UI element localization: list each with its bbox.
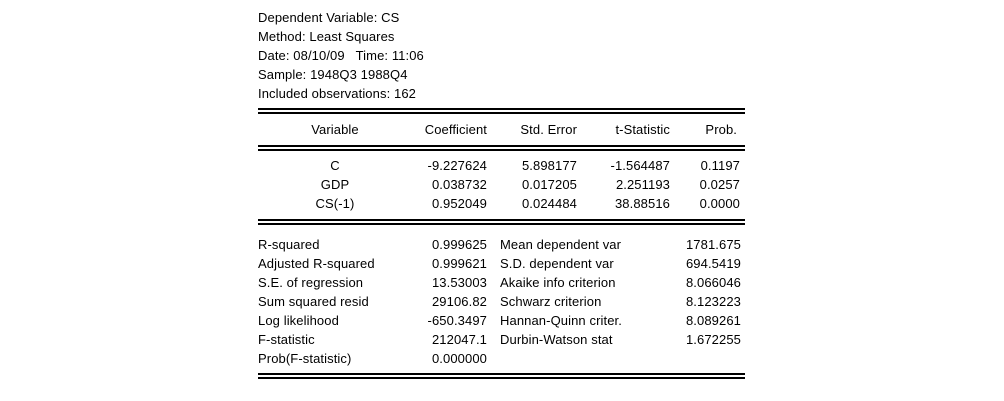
- summary-row: Log likelihood -650.3497 Hannan-Quinn cr…: [258, 311, 745, 330]
- stat-label: Sum squared resid: [258, 294, 369, 309]
- stat-value: 0.999625: [431, 237, 487, 252]
- stat-label: Adjusted R-squared: [258, 256, 375, 271]
- dependent-variable-line: Dependent Variable: CS: [258, 10, 400, 25]
- table-row: GDP 0.038732 0.017205 2.251193 0.0257: [258, 175, 745, 194]
- method-line: Method: Least Squares: [258, 29, 395, 44]
- rule-below-header: [258, 145, 745, 151]
- stat-value: 0.999621: [431, 256, 487, 271]
- summary-row: Sum squared resid 29106.82 Schwarz crite…: [258, 292, 745, 311]
- stat-value: 8.089261: [685, 313, 741, 328]
- summary-row: Prob(F-statistic) 0.000000: [258, 349, 745, 368]
- stat-value: 8.123223: [685, 294, 741, 309]
- stat-label: Akaike info criterion: [500, 275, 616, 290]
- stat-label: R-squared: [258, 237, 320, 252]
- coefficient-cell: -9.227624: [427, 158, 487, 173]
- summary-row: S.E. of regression 13.53003 Akaike info …: [258, 273, 745, 292]
- summary-row: R-squared 0.999625 Mean dependent var 17…: [258, 235, 745, 254]
- rule-below-coefficients: [258, 219, 745, 225]
- stat-label: Durbin-Watson stat: [500, 332, 613, 347]
- t-statistic-cell: 38.88516: [614, 196, 670, 211]
- stat-label: Hannan-Quinn criter.: [500, 313, 622, 328]
- stat-value: 0.000000: [431, 351, 487, 366]
- variable-cell: C: [330, 158, 340, 173]
- stat-label-empty: [500, 349, 668, 368]
- summary-row: F-statistic 212047.1 Durbin-Watson stat …: [258, 330, 745, 349]
- table-row: C -9.227624 5.898177 -1.564487 0.1197: [258, 156, 745, 175]
- summary-statistics: R-squared 0.999625 Mean dependent var 17…: [258, 225, 745, 373]
- t-statistic-cell: 2.251193: [615, 177, 670, 192]
- regression-output: Dependent Variable: CS Method: Least Squ…: [258, 8, 745, 379]
- stat-label: S.E. of regression: [258, 275, 364, 290]
- stat-label: S.D. dependent var: [500, 256, 614, 271]
- rule-bottom: [258, 373, 745, 379]
- col-header-prob: Prob.: [705, 122, 737, 137]
- sample-line: Sample: 1948Q3 1988Q4: [258, 67, 408, 82]
- stat-value: 1.672255: [685, 332, 741, 347]
- coefficient-cell: 0.038732: [431, 177, 487, 192]
- coefficient-cell: 0.952049: [431, 196, 487, 211]
- date-time-line: Date: 08/10/09 Time: 11:06: [258, 48, 424, 63]
- stat-value: 212047.1: [431, 332, 487, 347]
- stat-value-empty: [668, 349, 745, 368]
- report-header: Dependent Variable: CS Method: Least Squ…: [258, 8, 745, 103]
- coef-table-body: C -9.227624 5.898177 -1.564487 0.1197 GD…: [258, 151, 745, 219]
- std-error-cell: 0.017205: [521, 177, 577, 192]
- stat-label: F-statistic: [258, 332, 315, 347]
- stat-value: 1781.675: [685, 237, 741, 252]
- table-row: CS(-1) 0.952049 0.024484 38.88516 0.0000: [258, 194, 745, 213]
- stat-value: 8.066046: [685, 275, 741, 290]
- variable-cell: CS(-1): [315, 196, 355, 211]
- variable-cell: GDP: [320, 177, 350, 192]
- std-error-cell: 0.024484: [521, 196, 577, 211]
- col-header-t-statistic: t-Statistic: [615, 122, 670, 137]
- stat-label: Mean dependent var: [500, 237, 622, 252]
- rule-top: [258, 108, 745, 114]
- stat-label: Prob(F-statistic): [258, 351, 352, 366]
- prob-cell: 0.1197: [700, 158, 740, 173]
- t-statistic-cell: -1.564487: [610, 158, 670, 173]
- coef-table-header: Variable Coefficient Std. Error t-Statis…: [258, 114, 745, 145]
- observations-line: Included observations: 162: [258, 86, 416, 101]
- prob-cell: 0.0257: [699, 177, 740, 192]
- col-header-coefficient: Coefficient: [424, 122, 487, 137]
- stat-value: 13.53003: [431, 275, 487, 290]
- summary-row: Adjusted R-squared 0.999621 S.D. depende…: [258, 254, 745, 273]
- col-header-std-error: Std. Error: [520, 122, 577, 137]
- prob-cell: 0.0000: [699, 196, 740, 211]
- std-error-cell: 5.898177: [521, 158, 577, 173]
- stat-label: Log likelihood: [258, 313, 339, 328]
- stat-label: Schwarz criterion: [500, 294, 602, 309]
- stat-value: 29106.82: [431, 294, 487, 309]
- col-header-variable: Variable: [311, 122, 359, 137]
- stat-value: 694.5419: [685, 256, 741, 271]
- stat-value: -650.3497: [427, 313, 487, 328]
